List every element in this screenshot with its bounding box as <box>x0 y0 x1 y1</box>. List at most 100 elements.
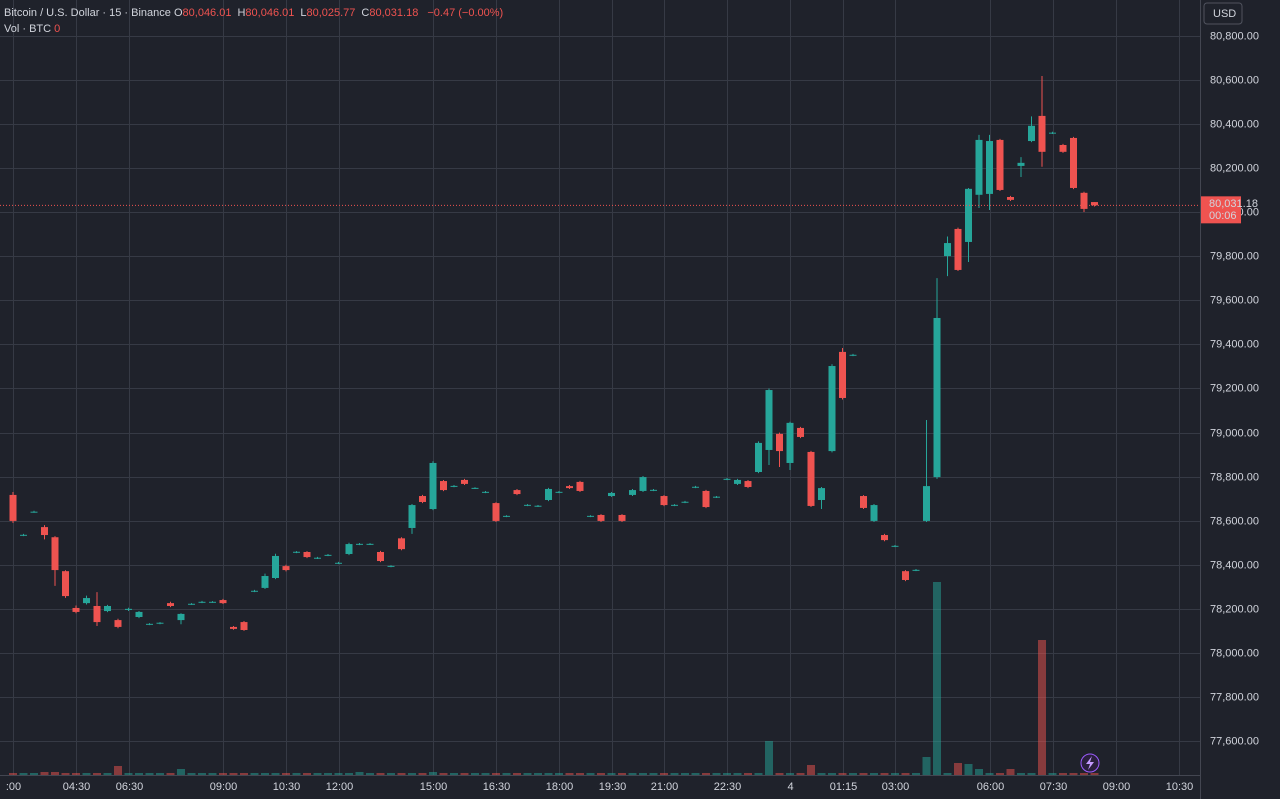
volume-bar <box>397 773 406 775</box>
currency[interactable]: USD <box>1213 8 1236 20</box>
candle-body <box>345 544 353 554</box>
y-tick-label: 80,600.00 <box>1210 74 1259 86</box>
volume-bar <box>880 773 889 775</box>
header: Bitcoin / U.S. Dollar · 15 · Binance O80… <box>4 5 503 37</box>
x-tick-label: 19:30 <box>599 781 627 793</box>
volume-bar <box>702 773 710 775</box>
volume-bar <box>807 765 815 775</box>
candle-body <box>681 501 689 503</box>
volume-bar <box>408 773 416 775</box>
candle-body <box>881 535 888 541</box>
candle-body <box>776 433 783 452</box>
grid <box>0 0 1200 775</box>
volume-bar <box>775 773 784 775</box>
candle-body <box>660 496 668 506</box>
y-tick-label: 78,600.00 <box>1210 515 1259 527</box>
volume-bar <box>1017 773 1025 775</box>
volume-bar <box>744 773 752 775</box>
volume-bar <box>996 773 1004 775</box>
volume-bar <box>1038 640 1046 775</box>
candle-body <box>1059 144 1067 152</box>
last-price-box <box>1201 196 1241 224</box>
volume-bar <box>597 773 605 775</box>
candles <box>9 76 1098 631</box>
candle-body <box>135 611 143 618</box>
candle-body <box>1080 192 1088 209</box>
currency-button[interactable] <box>1203 2 1243 25</box>
candle-body <box>146 623 153 625</box>
candle-body <box>1091 202 1098 206</box>
y-tick-label: 78,800.00 <box>1210 471 1259 483</box>
volume-bars <box>9 582 1099 775</box>
y-tick-label: 77,600.00 <box>1210 735 1259 747</box>
volume-bar <box>943 773 952 775</box>
candle-body <box>839 351 846 398</box>
candle-body <box>597 514 605 521</box>
candle-body <box>954 228 962 270</box>
volume-bar <box>513 773 521 775</box>
x-tick-label: 04:30 <box>63 781 91 793</box>
volume-bar <box>345 773 353 775</box>
candle-body <box>608 492 615 497</box>
candle-body <box>282 566 290 571</box>
candle-body <box>566 486 573 489</box>
candle-body <box>261 576 269 588</box>
volume-bar <box>460 773 469 775</box>
volume-bar <box>156 773 164 775</box>
candle-body <box>482 491 489 493</box>
candle-body <box>156 622 164 624</box>
candle-body <box>450 485 458 487</box>
volume-bar <box>964 764 973 775</box>
candle-body <box>240 622 248 631</box>
candle-body <box>713 496 720 498</box>
candle-body <box>335 562 342 564</box>
axes: 77,600.00 77,800.00 78,000.00 78,200.00 78,4… <box>0 30 1259 793</box>
volume-bar <box>765 741 773 775</box>
candle-body <box>723 478 731 480</box>
x-tick-label: 4 <box>787 781 793 793</box>
candle-body <box>188 603 195 605</box>
candle-body <box>303 551 311 558</box>
x-tick-label: 16:30 <box>483 781 511 793</box>
candle-body <box>72 607 80 612</box>
x-tick-label: :00 <box>6 781 21 793</box>
candle-body <box>734 479 741 484</box>
candle-body <box>198 601 206 603</box>
ohlc: O80,046.01 H80,046.01 L80,025.77 C80,031.18 <box>174 7 424 19</box>
volume-bar <box>954 763 962 775</box>
candle-body <box>93 605 101 623</box>
candle-body <box>471 487 479 489</box>
candle-body <box>965 188 972 242</box>
volume-bar <box>912 773 920 775</box>
x-tick-label: 01:15 <box>830 781 858 793</box>
candle-body <box>692 486 699 488</box>
volume-value: 0 <box>54 23 61 35</box>
volume-bar <box>639 773 647 775</box>
candle-body <box>366 543 374 545</box>
lightning <box>1086 756 1094 770</box>
candle-body <box>629 490 636 495</box>
volume-bar <box>985 773 994 775</box>
volume-bar <box>544 773 553 775</box>
volume-bar <box>691 773 700 775</box>
change: −0.47 (−0.00%) <box>427 7 504 19</box>
x-tick-label: 10:30 <box>1166 781 1194 793</box>
volume-bar <box>723 773 731 775</box>
volume-bar <box>250 773 259 775</box>
candle-body <box>387 565 395 567</box>
candle-body <box>1028 125 1035 142</box>
y-tick-label: 79,200.00 <box>1210 382 1259 394</box>
volume-bar <box>40 772 49 775</box>
volume-bar <box>481 773 490 775</box>
ohlc-value: 80,046.01 <box>245 7 295 19</box>
volume-bar <box>135 773 143 775</box>
volume-bar <box>19 773 28 775</box>
candle-body <box>219 600 227 604</box>
candle-body <box>62 571 69 597</box>
y-tick-label: 78,400.00 <box>1210 559 1259 571</box>
x-tick-label: 22:30 <box>714 781 742 793</box>
candle-body <box>912 569 920 571</box>
volume-bar <box>870 773 878 775</box>
